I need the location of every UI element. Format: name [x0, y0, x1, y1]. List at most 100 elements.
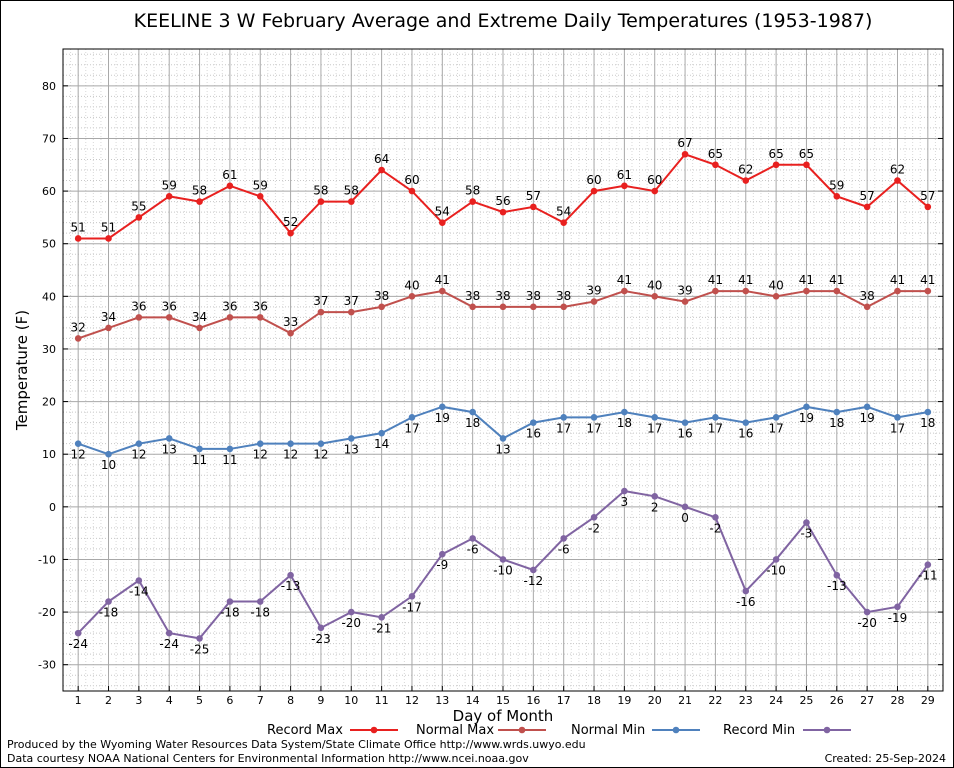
data-label: 39	[677, 284, 692, 298]
footer-created-date: Created: 25-Sep-2024	[825, 752, 946, 765]
data-point	[378, 166, 385, 174]
data-point	[833, 287, 841, 295]
data-point	[378, 303, 385, 311]
data-label: -2	[709, 521, 721, 535]
data-label: 19	[799, 411, 814, 425]
data-label: 17	[708, 421, 723, 435]
legend-swatch-marker	[823, 726, 831, 734]
data-point	[439, 219, 446, 226]
y-tick-label: -30	[38, 659, 56, 672]
data-point	[742, 177, 750, 184]
data-point	[347, 198, 355, 205]
x-tick-label: 6	[226, 694, 233, 707]
data-label: 13	[344, 442, 359, 456]
data-label: -10	[766, 563, 786, 577]
data-point	[317, 440, 325, 447]
data-label: 55	[131, 199, 146, 213]
data-label: -20	[857, 616, 877, 630]
data-point	[742, 287, 750, 295]
data-label: 61	[222, 168, 237, 182]
series-record-max: 51 51 55 59 58 61 59 52 58 58 64 60 54 58 56 57 54 60 61 60…	[71, 136, 935, 242]
data-point	[833, 571, 841, 579]
data-point	[681, 298, 689, 305]
data-label: 39	[586, 284, 601, 298]
legend-item: Normal Min	[571, 723, 700, 738]
data-label: 62	[738, 163, 753, 177]
x-tick-label: 28	[890, 694, 904, 707]
data-label: 17	[768, 421, 783, 435]
data-point	[772, 556, 780, 563]
data-point	[196, 635, 203, 642]
data-label: 11	[222, 453, 237, 467]
y-tick-label: -10	[38, 553, 56, 566]
data-point	[439, 550, 446, 558]
y-tick-label: 10	[42, 448, 56, 461]
data-point	[256, 440, 264, 447]
data-label: 40	[768, 278, 783, 292]
data-point	[256, 598, 264, 605]
data-point	[590, 414, 598, 421]
legend-swatch-marker	[518, 726, 526, 734]
data-label: 65	[708, 147, 723, 161]
legend-swatch-marker	[370, 726, 378, 734]
y-tick-label: 30	[42, 343, 56, 356]
data-point	[469, 303, 476, 311]
data-point	[105, 598, 112, 605]
data-point	[196, 198, 203, 205]
data-label: 40	[647, 278, 662, 292]
data-label: 52	[283, 215, 298, 229]
data-point	[469, 408, 476, 416]
data-label: -18	[220, 606, 240, 620]
data-point	[378, 614, 385, 621]
data-point	[772, 414, 780, 421]
data-label: -6	[467, 542, 479, 556]
data-label: 54	[556, 205, 571, 219]
data-point	[651, 414, 659, 421]
data-point	[924, 203, 932, 211]
data-label: -21	[372, 621, 392, 635]
data-label: -25	[190, 642, 210, 656]
data-point	[863, 608, 871, 616]
data-label: 38	[495, 289, 510, 303]
data-label: 38	[465, 289, 480, 303]
data-point	[317, 198, 325, 205]
data-point	[772, 161, 780, 169]
data-label: 13	[495, 442, 510, 456]
x-tick-label: 19	[617, 694, 631, 707]
footer-produced-by: Produced by the Wyoming Water Resources …	[7, 738, 586, 751]
data-point	[924, 408, 932, 416]
grid-layer	[62, 49, 944, 691]
data-label: 60	[647, 173, 662, 187]
data-point	[378, 429, 385, 437]
x-tick-label: 10	[344, 694, 358, 707]
series-layer: 51 51 55 59 58 61 59 52 58 58 64 60 54 58 56 57 54 60 61 60…	[68, 136, 937, 656]
data-point	[196, 324, 203, 332]
data-point	[833, 193, 841, 200]
data-label: 67	[677, 136, 692, 150]
data-point	[833, 408, 841, 416]
data-point	[590, 298, 598, 305]
data-point	[499, 303, 507, 311]
data-point	[742, 419, 750, 426]
data-label: 64	[374, 152, 389, 166]
data-point	[105, 324, 112, 332]
data-label: 38	[374, 289, 389, 303]
data-label: 59	[253, 178, 268, 192]
data-label: 13	[162, 442, 177, 456]
data-point	[408, 187, 416, 195]
data-point	[803, 403, 810, 411]
data-label: 37	[344, 294, 359, 308]
data-point	[135, 577, 143, 584]
data-label: -6	[558, 542, 570, 556]
data-label: -24	[68, 637, 88, 651]
legend-item: Record Min	[723, 723, 851, 738]
data-label: -11	[918, 569, 938, 583]
series-normal-max: 32 34 36 36 34 36 36 33 37 37 38 40 41 38 38 38 38 39 41 40…	[71, 273, 935, 342]
data-point	[105, 450, 112, 458]
data-label: 36	[162, 299, 177, 313]
data-point	[135, 214, 143, 221]
data-point	[712, 161, 719, 169]
data-label: 19	[435, 411, 450, 425]
